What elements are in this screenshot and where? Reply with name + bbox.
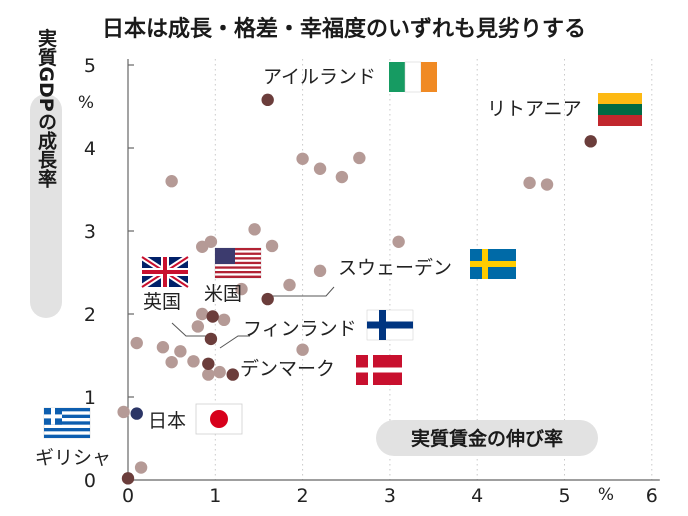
tick-labels: 0 1 2 3 4 5 0 1 2 3 4 5 6 <box>84 55 658 507</box>
highlighted-point <box>206 310 219 323</box>
highlighted-point <box>204 332 218 346</box>
y-tick-label: 4 <box>84 138 96 160</box>
data-point <box>213 365 226 379</box>
leader-line <box>171 322 210 337</box>
finland-flag-icon <box>366 309 414 341</box>
data-point <box>196 307 209 321</box>
data-point <box>392 235 405 248</box>
us-flag-icon <box>214 247 262 279</box>
y-axis-unit: % <box>78 93 94 113</box>
country-label: 英国 <box>143 291 181 313</box>
x-tick-label: 6 <box>646 485 658 507</box>
data-point <box>313 264 327 278</box>
highlighted-point <box>226 368 239 381</box>
data-point <box>165 355 178 369</box>
highlighted-point <box>584 135 597 148</box>
denmark-flag-icon <box>356 355 402 385</box>
data-point <box>283 278 296 292</box>
data-point <box>117 405 130 419</box>
data-point <box>523 176 536 190</box>
flags <box>43 61 642 439</box>
data-point <box>235 282 248 296</box>
highlighted-points <box>121 93 597 485</box>
x-axis-title-text: 実質賃金の伸び率 <box>411 427 563 450</box>
x-tick-label: 5 <box>558 485 570 507</box>
highlighted-point <box>130 407 143 420</box>
country-label: 日本 <box>148 410 186 432</box>
x-axis-title: 実質賃金の伸び率 <box>376 420 598 456</box>
highlighted-point <box>261 93 274 107</box>
country-label: 米国 <box>204 283 242 305</box>
data-point <box>217 313 231 327</box>
y-axis-title: 実質GDPの成長率 <box>30 27 62 318</box>
sweden-flag-icon <box>470 249 516 279</box>
x-axis-unit: % <box>598 485 614 505</box>
leader-line <box>266 286 335 297</box>
data-point <box>156 341 170 354</box>
data-point <box>296 343 309 356</box>
data-point <box>191 320 205 333</box>
x-tick-label: 2 <box>297 485 309 507</box>
country-label: デンマーク <box>240 358 335 380</box>
data-point <box>353 151 366 165</box>
data-point <box>134 461 148 474</box>
greece-flag-icon <box>43 407 91 439</box>
highlighted-point <box>202 357 215 370</box>
uk-flag-icon <box>140 254 190 290</box>
data-point <box>204 235 218 248</box>
y-tick-label: 0 <box>84 470 96 492</box>
data-point <box>296 152 309 165</box>
x-tick-label: 3 <box>384 485 396 507</box>
country-label: フィンランド <box>243 318 357 340</box>
y-tick-label: 1 <box>84 387 96 409</box>
japan-flag-icon <box>195 403 243 435</box>
y-tick-label: 5 <box>84 55 96 77</box>
data-point <box>335 170 349 184</box>
x-axis-title-pill <box>376 420 598 456</box>
ireland-flag-icon <box>389 61 437 93</box>
lithuania-flag-icon <box>598 93 642 126</box>
data-point <box>165 175 178 188</box>
data-point <box>540 178 554 191</box>
chart-title: 日本は成長・格差・幸福度のいずれも見劣りする <box>102 16 586 42</box>
country-label: ギリシャ <box>35 447 111 469</box>
data-point <box>265 239 279 253</box>
x-tick-label: 1 <box>209 485 221 507</box>
leader-lines <box>171 286 335 349</box>
highlighted-point <box>121 472 135 485</box>
y-tick-label: 2 <box>84 304 96 326</box>
x-tick-label: 4 <box>471 485 483 507</box>
y-axis-title-text: 実質GDPの成長率 <box>35 27 57 188</box>
country-label: スウェーデン <box>338 257 452 279</box>
data-point <box>248 223 261 236</box>
data-point <box>187 355 200 368</box>
y-axis-title-pill <box>30 94 62 318</box>
country-label: リトアニア <box>487 98 582 120</box>
data-point <box>130 336 143 350</box>
data-point <box>174 345 187 358</box>
country-label: アイルランド <box>263 66 376 88</box>
x-tick-label: 0 <box>122 485 134 507</box>
data-point <box>313 162 327 175</box>
leader-line <box>219 335 250 349</box>
data-point <box>202 368 215 381</box>
y-tick-label: 3 <box>84 221 96 243</box>
highlighted-point <box>261 292 274 306</box>
